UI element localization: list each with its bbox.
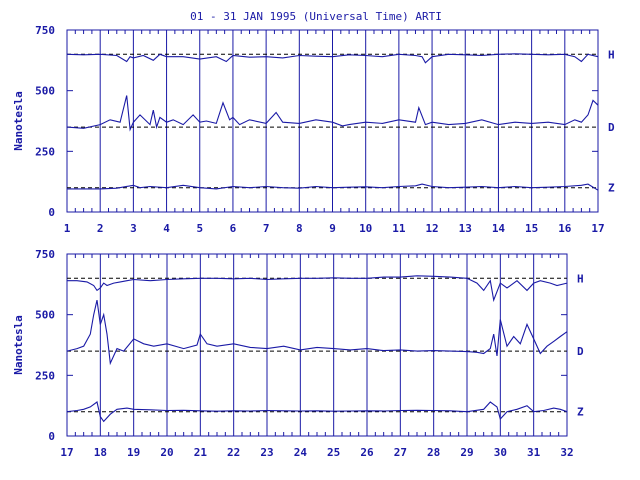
- x-tick-label: 16: [558, 222, 572, 235]
- x-tick-label: 26: [360, 446, 374, 459]
- series-z-line: [67, 183, 599, 191]
- y-tick-label: 750: [35, 24, 55, 37]
- x-tick-label: 18: [94, 446, 107, 459]
- series-h-label: H: [608, 48, 615, 61]
- x-tick-label: 27: [394, 446, 407, 459]
- series-h-label: H: [577, 272, 584, 285]
- x-tick-label: 11: [392, 222, 406, 235]
- series-d-line: [66, 299, 568, 366]
- series-z-line: [66, 401, 568, 423]
- series-h-line: [67, 275, 568, 303]
- series-h-line: [66, 53, 599, 64]
- x-tick-label: 29: [460, 446, 473, 459]
- x-tick-label: 6: [230, 222, 237, 235]
- x-tick-label: 4: [163, 222, 170, 235]
- y-tick-label: 250: [35, 145, 55, 158]
- x-tick-label: 13: [459, 222, 472, 235]
- series-d-label: D: [608, 121, 615, 134]
- y-axis-label: Nanotesla: [12, 91, 25, 151]
- series-z-label: Z: [577, 406, 584, 419]
- x-tick-label: 8: [296, 222, 303, 235]
- x-tick-label: 17: [591, 222, 604, 235]
- series-d-label: D: [577, 345, 584, 358]
- y-tick-label: 0: [48, 206, 55, 219]
- series-d-line: [66, 95, 599, 132]
- chart-title: 01 - 31 JAN 1995 (Universal Time) ARTI: [190, 10, 442, 23]
- panel-1: 1 2 3 4 5 6 7 8 9 10 11 12 13 14 15 16 170250500750Nanot…: [12, 24, 615, 235]
- x-tick-label: 25: [327, 446, 340, 459]
- panel-2: 17 18 19 20 21 22 23 24 25 26 27 28 29 30 31 32 0 250 500 7…: [12, 248, 584, 459]
- x-tick-label: 24: [294, 446, 308, 459]
- x-tick-label: 30: [494, 446, 507, 459]
- x-tick-label: 22: [227, 446, 240, 459]
- x-tick-label: 21: [194, 446, 208, 459]
- x-tick-label: 17: [60, 446, 73, 459]
- x-tick-label: 1: [64, 222, 71, 235]
- x-tick-label: 10: [359, 222, 372, 235]
- y-tick-label: 500: [35, 85, 55, 98]
- x-tick-label: 3: [130, 222, 137, 235]
- x-tick-label: 14: [492, 222, 506, 235]
- x-tick-label: 7: [263, 222, 270, 235]
- x-tick-label: 23: [260, 446, 273, 459]
- series-z-label: Z: [608, 182, 615, 195]
- x-tick-label: 20: [160, 446, 173, 459]
- y-axis-label: Nanotesla: [12, 315, 25, 375]
- y-tick-label: 0: [48, 430, 55, 443]
- y-tick-label: 500: [35, 309, 55, 322]
- x-tick-label: 12: [425, 222, 438, 235]
- y-tick-label: 750: [35, 248, 55, 261]
- x-tick-label: 28: [427, 446, 440, 459]
- x-tick-label: 19: [127, 446, 140, 459]
- x-tick-label: 15: [525, 222, 538, 235]
- x-tick-label: 2: [97, 222, 104, 235]
- plot-frame: [66, 253, 568, 437]
- x-tick-label: 32: [560, 446, 573, 459]
- y-tick-label: 250: [35, 369, 55, 382]
- x-tick-label: 31: [527, 446, 541, 459]
- x-tick-label: 5: [196, 222, 203, 235]
- x-tick-label: 9: [329, 222, 336, 235]
